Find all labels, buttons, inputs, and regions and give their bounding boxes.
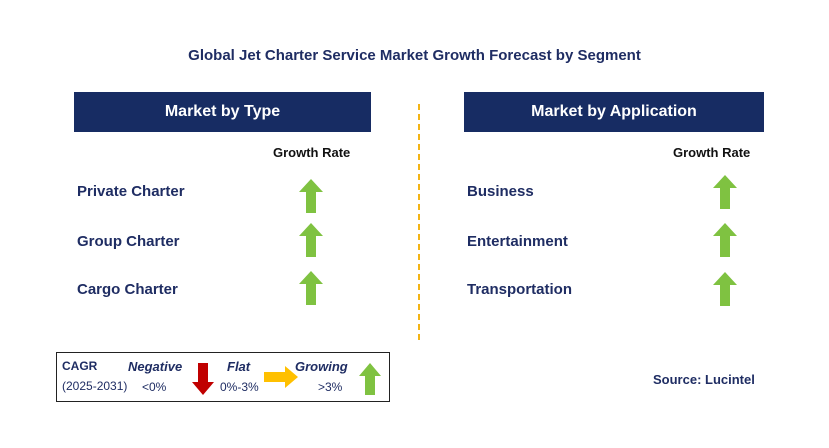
up-arrow-icon: [359, 363, 381, 395]
cagr-legend: CAGR (2025-2031) Negative <0% Flat 0%-3%…: [56, 352, 390, 402]
legend-negative-range: <0%: [142, 380, 167, 394]
up-arrow-icon: [713, 272, 737, 306]
segment-business: Business: [467, 183, 534, 200]
application-growth-rate-label: Growth Rate: [673, 145, 751, 160]
up-arrow-icon: [299, 223, 323, 257]
up-arrow-icon: [299, 179, 323, 213]
cagr-label: CAGR: [62, 359, 98, 373]
legend-flat-range: 0%-3%: [220, 380, 259, 394]
legend-growing-label: Growing: [295, 359, 348, 374]
legend-growing-range: >3%: [318, 380, 343, 394]
type-growth-rate-label: Growth Rate: [273, 145, 351, 160]
right-arrow-icon: [264, 366, 298, 388]
legend-negative-label: Negative: [128, 359, 183, 374]
application-panel-header: Market by Application: [464, 92, 764, 132]
legend-flat-label: Flat: [227, 359, 251, 374]
segment-cargo-charter: Cargo Charter: [77, 281, 178, 298]
up-arrow-icon: [713, 223, 737, 257]
segment-group-charter: Group Charter: [77, 233, 180, 250]
source-note: Source: Lucintel: [653, 372, 755, 387]
chart-title: Global Jet Charter Service Market Growth…: [188, 47, 641, 64]
cagr-period: (2025-2031): [62, 379, 128, 393]
type-panel-header: Market by Type: [74, 92, 371, 132]
down-arrow-icon: [192, 363, 214, 395]
segment-transportation: Transportation: [467, 281, 573, 298]
segment-entertainment: Entertainment: [467, 233, 568, 250]
up-arrow-icon: [713, 175, 737, 209]
segment-private-charter: Private Charter: [77, 183, 185, 200]
up-arrow-icon: [299, 271, 323, 305]
panel-divider: [418, 104, 420, 340]
